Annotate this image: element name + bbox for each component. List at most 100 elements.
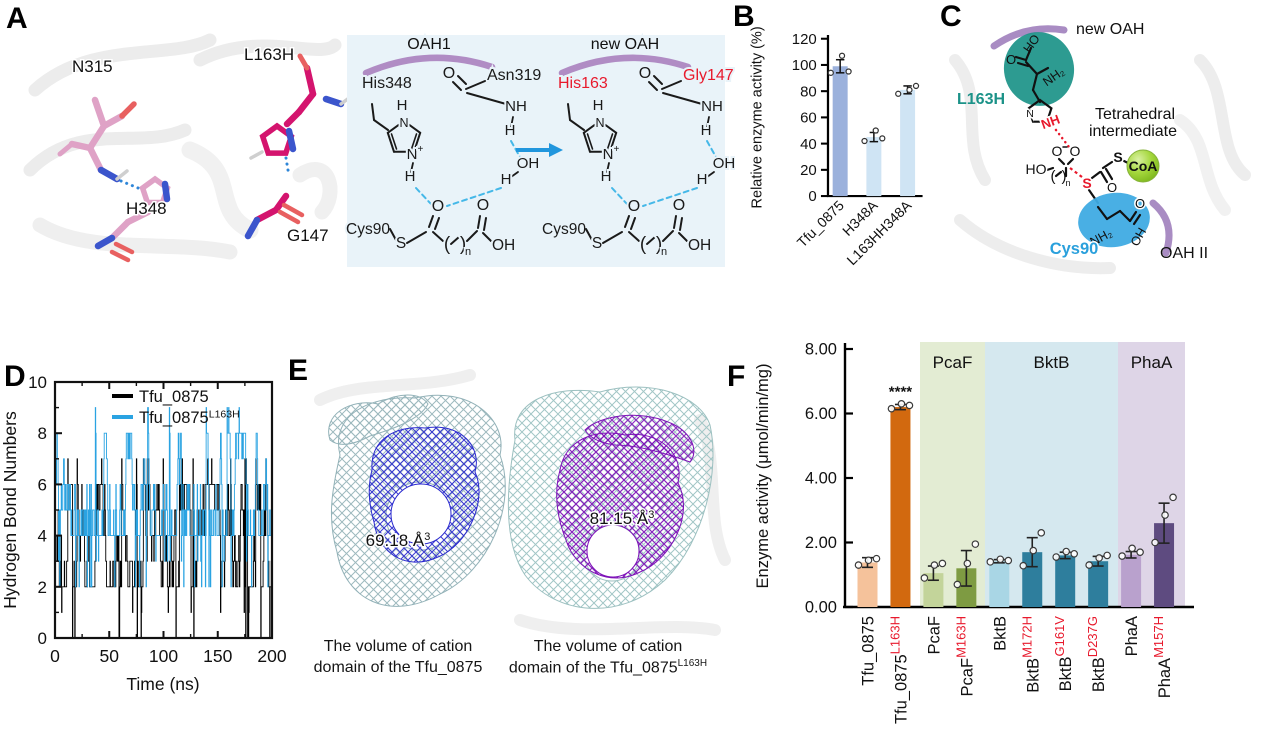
f-data-point bbox=[1070, 549, 1079, 558]
f-data-point bbox=[986, 558, 995, 566]
atom-o-minus: O bbox=[1052, 143, 1063, 159]
residue-label-l163h: L163H bbox=[244, 45, 294, 64]
svg-text:O: O bbox=[432, 198, 444, 215]
d-legend-label-black: Tfu_0875 bbox=[139, 388, 209, 406]
atom-n: N bbox=[1026, 108, 1034, 120]
d-xtick-label: 200 bbox=[257, 646, 286, 666]
svg-text:(: ( bbox=[444, 234, 451, 255]
panel-c-figure: new OAH HO O NH₂ L163H N NH Tetrahedral … bbox=[949, 21, 1251, 275]
f-data-point bbox=[938, 559, 947, 568]
svg-text:OH: OH bbox=[688, 237, 711, 254]
residue-sticks-variant bbox=[244, 53, 351, 240]
b-data-point bbox=[827, 69, 834, 76]
f-data-point bbox=[920, 574, 929, 582]
svg-text:OH: OH bbox=[492, 237, 515, 254]
svg-text:(: ( bbox=[1051, 168, 1056, 185]
f-data-point bbox=[930, 561, 939, 569]
f-data-point bbox=[1136, 548, 1144, 556]
svg-text:NH: NH bbox=[505, 98, 527, 115]
l163h-sketch bbox=[1014, 46, 1050, 104]
atom-s-black: S bbox=[1113, 149, 1122, 165]
f-bar-PhaA-M157H bbox=[1154, 523, 1175, 607]
f-bar-Tfu_0875-L163H bbox=[890, 407, 911, 607]
d-ytick-label: 10 bbox=[28, 373, 47, 392]
oah-arc-label: new OAH bbox=[591, 36, 659, 53]
f-data-point bbox=[996, 555, 1005, 564]
residue-label-h348: H348 bbox=[126, 199, 167, 218]
f-ytick-label: 8.00 bbox=[805, 341, 837, 359]
svg-text:O: O bbox=[443, 65, 455, 82]
f-bar-BktB-D237G bbox=[1088, 561, 1109, 607]
atom-s-red: S bbox=[1082, 175, 1091, 191]
l163h-highlight-ellipse bbox=[1003, 32, 1075, 106]
oah-arc bbox=[362, 54, 496, 77]
atom-n-plus: N+ bbox=[407, 144, 424, 163]
f-data-point bbox=[1085, 561, 1093, 569]
svg-text:n: n bbox=[661, 246, 667, 258]
f-xtick-label: Tfu_0875 bbox=[860, 616, 878, 686]
b-ytick-label: 80 bbox=[800, 83, 817, 100]
atom-o-2: O bbox=[1070, 143, 1081, 159]
residue-label-2: Asn319 bbox=[487, 67, 541, 84]
f-xtick-label: PhaA bbox=[1123, 616, 1141, 656]
svg-text:H: H bbox=[593, 97, 604, 114]
d-xtick-label: 50 bbox=[100, 646, 120, 666]
f-bar-BktB bbox=[989, 561, 1010, 607]
svg-text:H: H bbox=[601, 168, 612, 185]
b-bar-L163HH348A bbox=[900, 89, 916, 197]
atom-o: O bbox=[1006, 52, 1016, 67]
b-ytick-label: 20 bbox=[800, 162, 817, 179]
b-data-point bbox=[845, 68, 852, 75]
f-data-point bbox=[1037, 529, 1046, 537]
cys90-sketch bbox=[1096, 205, 1142, 226]
hbond-dash bbox=[642, 187, 698, 207]
hbond-dash bbox=[415, 187, 432, 205]
f-data-point bbox=[1169, 493, 1177, 502]
svg-text:H: H bbox=[697, 171, 708, 188]
f-xtick-label: BktBG161V bbox=[1052, 616, 1075, 692]
b-data-point bbox=[879, 135, 886, 142]
f-data-point bbox=[897, 400, 906, 408]
svg-text:Cys90: Cys90 bbox=[346, 221, 390, 238]
svg-text:OH: OH bbox=[517, 155, 540, 172]
cavity-mesh-variant: 81.15 Å3 bbox=[507, 386, 714, 609]
hydrogen-bond-dashed-right bbox=[284, 156, 291, 178]
b-ytick-label: 0 bbox=[808, 188, 816, 205]
panel-a-label: A bbox=[6, 2, 28, 35]
svg-text:O: O bbox=[477, 197, 489, 214]
svg-text:N: N bbox=[595, 116, 604, 130]
tetrahedral-label-2: intermediate bbox=[1089, 123, 1177, 140]
d-ytick-label: 0 bbox=[38, 629, 47, 648]
svg-text:NH: NH bbox=[701, 98, 723, 115]
hbond-dash bbox=[446, 187, 502, 207]
svg-text:(: ( bbox=[640, 234, 647, 255]
residue-label-2: Gly147 bbox=[683, 67, 734, 84]
b-bar-Tfu_0875 bbox=[832, 66, 848, 197]
panel-f-label: F bbox=[727, 360, 746, 393]
atom-n-sub: n bbox=[1065, 178, 1070, 188]
panel-e-caption-wildtype: The volume of cation domain of the Tfu_0… bbox=[313, 638, 483, 677]
cys90-highlight-ellipse bbox=[1078, 192, 1150, 248]
svg-text:): ) bbox=[1062, 168, 1067, 185]
residue-label-g147: G147 bbox=[287, 226, 329, 245]
f-group-label-BktB: BktB bbox=[1034, 353, 1070, 372]
hydrogen-bond-dashed-left bbox=[119, 179, 145, 192]
f-data-point bbox=[1062, 547, 1071, 556]
f-ytick-label: 4.00 bbox=[805, 470, 837, 488]
d-ytick-label: 6 bbox=[38, 475, 47, 494]
svg-text:n: n bbox=[465, 246, 471, 258]
b-data-point bbox=[895, 90, 902, 97]
f-ytick-label: 2.00 bbox=[805, 534, 837, 552]
f-xtick-label: BktBM172H bbox=[1019, 616, 1042, 693]
svg-text:O: O bbox=[628, 198, 640, 215]
f-bar-PhaA bbox=[1121, 554, 1142, 607]
panel-f-chart: PcaF BktB PhaA Enzyme activity (μmol/min/mg… bbox=[754, 341, 1194, 724]
f-group-shade-PcaF bbox=[920, 342, 985, 607]
oah2-label: OAH II bbox=[1160, 245, 1208, 262]
svg-text:S: S bbox=[396, 235, 406, 252]
f-data-point bbox=[953, 580, 962, 589]
f-data-point bbox=[1103, 551, 1111, 560]
svg-text:Cys90: Cys90 bbox=[542, 221, 586, 238]
